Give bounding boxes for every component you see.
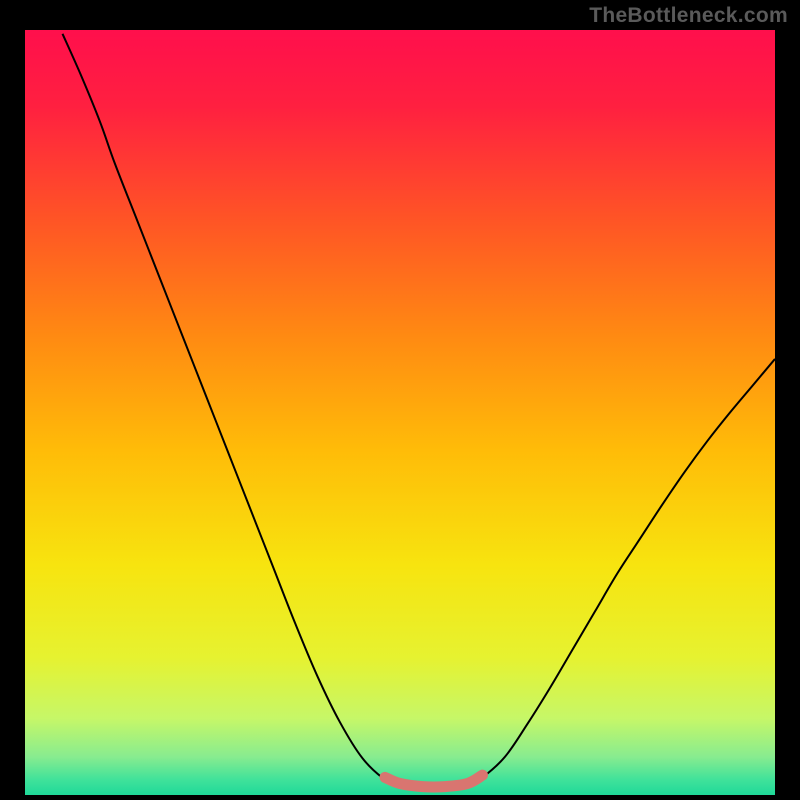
watermark-text: TheBottleneck.com [589, 4, 788, 28]
chart-svg [25, 30, 775, 795]
chart-background [25, 30, 775, 795]
chart-container: TheBottleneck.com [0, 0, 800, 800]
chart-plot-area [25, 30, 775, 795]
